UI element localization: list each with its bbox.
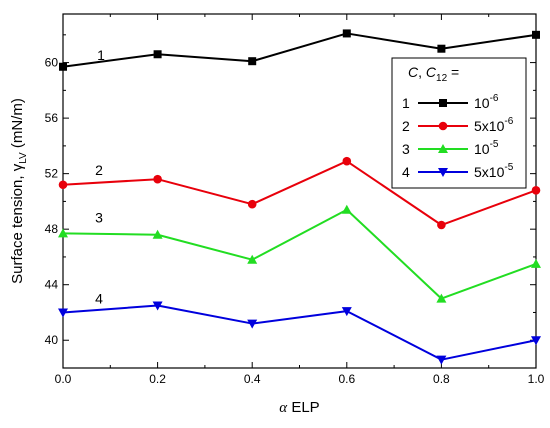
y-tick-label: 44 <box>45 278 59 292</box>
legend: C, C12 = 1 10-6 2 5x10-6 3 10-5 4 5x10-5 <box>391 57 527 189</box>
series-3-point <box>341 204 352 214</box>
series-3-point <box>436 293 447 303</box>
series-2-point <box>531 186 541 195</box>
legend-entry-3-marker <box>438 144 448 153</box>
legend-entry-1-number: 1 <box>402 95 410 111</box>
series-1-point <box>532 30 540 39</box>
legend-entry-2-number: 2 <box>402 118 410 134</box>
series-4-point <box>341 307 352 317</box>
series-1-point <box>342 29 351 38</box>
y-tick-label: 56 <box>45 111 59 125</box>
series-3-point <box>531 258 541 268</box>
series-3-point <box>247 254 258 264</box>
series-2-label: 2 <box>95 162 103 178</box>
series-2-point <box>247 199 257 209</box>
series-3-point <box>152 229 163 239</box>
y-tick-label: 40 <box>45 333 59 347</box>
legend-header: C, C12 = <box>408 64 459 84</box>
series-3-point <box>58 228 68 238</box>
series-2-point <box>342 156 352 166</box>
series-2-line <box>62 160 537 227</box>
x-tick-label: 1.0 <box>528 372 545 386</box>
legend-entry-1-value: 10-6 <box>474 93 499 111</box>
series-1-label: 1 <box>97 47 105 63</box>
series-2-point <box>153 174 162 184</box>
x-tick-label: 0.2 <box>149 372 166 386</box>
legend-entry-4-number: 4 <box>402 164 410 180</box>
legend-entry-2-value: 5x10-6 <box>474 116 514 134</box>
series-1-point <box>153 50 162 59</box>
x-axis-title: α ELP <box>279 399 319 416</box>
series-2-point <box>437 220 446 230</box>
x-tick-label: 0.6 <box>338 372 355 386</box>
series-1-point <box>437 44 446 53</box>
series-3-label: 3 <box>95 209 103 225</box>
legend-entry-4-marker <box>438 168 448 177</box>
series-1-point <box>59 62 67 71</box>
series-4-point <box>436 355 447 365</box>
series-3-line <box>62 208 537 300</box>
series-4-point <box>58 308 68 318</box>
y-axis-title: Surface tension, γLV (mN/m) <box>9 98 29 284</box>
legend-box <box>391 57 527 189</box>
legend-entry-4-value: 5x10-5 <box>474 162 514 180</box>
series-4-line <box>62 304 537 361</box>
series-2-point <box>58 180 68 190</box>
series-1-line <box>62 32 537 68</box>
series-4-point <box>152 301 163 311</box>
legend-entry-3-value: 10-5 <box>474 139 499 157</box>
y-tick-label: 52 <box>45 167 59 181</box>
legend-entry-1-marker <box>439 99 447 107</box>
series-4-point <box>531 336 541 346</box>
y-tick-label: 60 <box>45 56 59 70</box>
x-tick-label: 0.8 <box>433 372 450 386</box>
series-4-label: 4 <box>95 290 103 306</box>
legend-entry-2-marker <box>438 121 448 131</box>
series-4-point <box>247 319 258 329</box>
series-1-point <box>248 57 257 66</box>
x-tick-label: 0.0 <box>55 372 72 386</box>
legend-entry-3-number: 3 <box>402 141 410 157</box>
x-tick-label: 0.4 <box>244 372 261 386</box>
y-tick-label: 48 <box>45 222 59 236</box>
